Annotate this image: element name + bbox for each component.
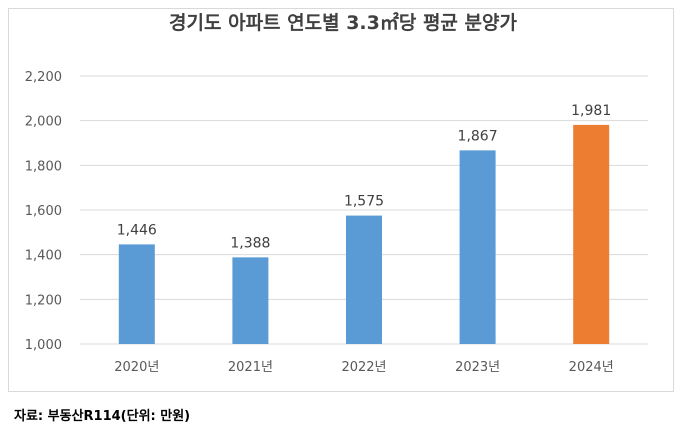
bar-2021년 [232,257,269,344]
y-tick-label: 1,600 [25,204,62,219]
bar-chart: 1,000 1,200 1,400 1,600 1,800 2,000 2,200 1,446… [25,70,648,375]
data-label: 1,575 [344,194,384,210]
data-label: 1,867 [458,128,498,144]
chart-title: 경기도 아파트 연도별 3.3㎡당 평균 분양가 [169,12,517,34]
x-tick-label: 2020년 [114,360,159,375]
x-tick-label: 2024년 [569,360,614,375]
x-tick-label: 2022년 [341,360,386,375]
data-label: 1,981 [571,103,611,119]
x-tick-label: 2021년 [228,360,273,375]
data-label: 1,388 [230,235,270,251]
y-tick-label: 1,400 [25,249,62,264]
bar-2022년 [346,215,382,344]
y-tick-label: 2,000 [25,115,62,130]
x-tick-label: 2023년 [455,360,500,375]
y-tick-label: 1,200 [25,293,62,308]
y-tick-label: 2,200 [25,70,62,85]
y-tick-label: 1,000 [25,338,62,353]
data-label: 1,446 [117,222,157,238]
source-note: 자료: 부동산R114(단위: 만원) [14,409,191,424]
bar-2023년 [459,150,496,344]
y-tick-label: 1,800 [25,159,62,174]
bar-2020년 [118,244,155,344]
bar-2024년 [573,124,610,344]
